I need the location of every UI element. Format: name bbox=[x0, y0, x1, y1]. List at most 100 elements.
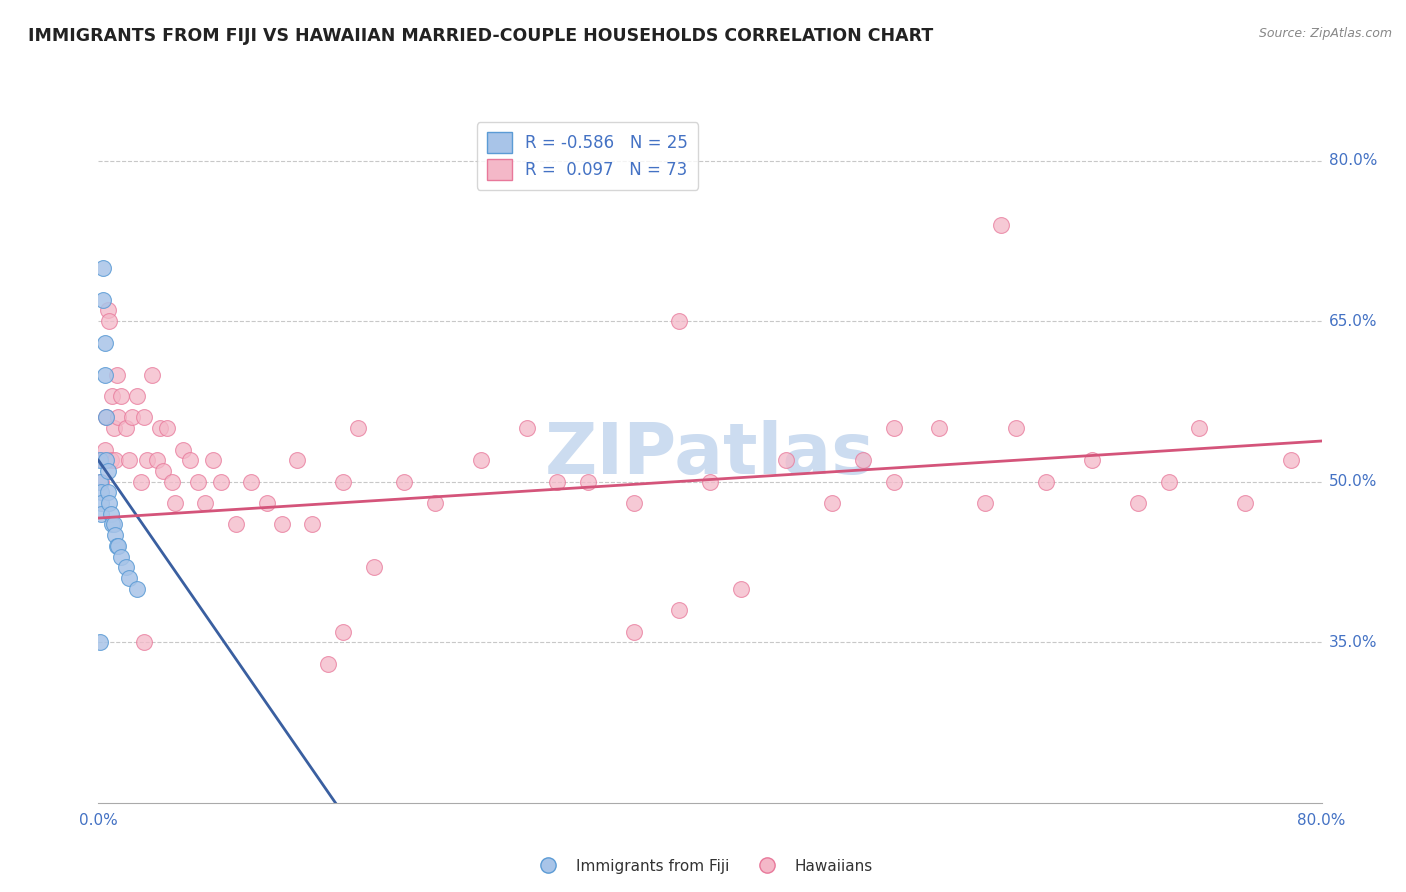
Point bbox=[136, 453, 159, 467]
Point bbox=[730, 582, 752, 596]
Point bbox=[172, 442, 194, 457]
Point bbox=[97, 464, 120, 478]
Point bbox=[98, 314, 121, 328]
Point bbox=[990, 218, 1012, 232]
Point bbox=[156, 421, 179, 435]
Point bbox=[1234, 496, 1257, 510]
Text: ZIPatlas: ZIPatlas bbox=[546, 420, 875, 490]
Point bbox=[91, 453, 114, 467]
Point bbox=[89, 475, 111, 489]
Point bbox=[89, 453, 111, 467]
Point bbox=[775, 453, 797, 467]
Point bbox=[423, 496, 446, 510]
Point bbox=[134, 635, 156, 649]
Point bbox=[392, 475, 416, 489]
Point bbox=[363, 560, 385, 574]
Point bbox=[100, 453, 122, 467]
Point bbox=[240, 475, 263, 489]
Point bbox=[1081, 453, 1104, 467]
Point bbox=[316, 657, 339, 671]
Point bbox=[152, 464, 174, 478]
Point bbox=[110, 549, 132, 564]
Text: 80.0%: 80.0% bbox=[1329, 153, 1376, 168]
Point bbox=[928, 421, 950, 435]
Point bbox=[125, 582, 148, 596]
Point bbox=[852, 453, 875, 467]
Point bbox=[101, 389, 124, 403]
Legend: Immigrants from Fiji, Hawaiians: Immigrants from Fiji, Hawaiians bbox=[527, 853, 879, 880]
Point bbox=[1188, 421, 1211, 435]
Point bbox=[125, 389, 148, 403]
Point bbox=[103, 517, 125, 532]
Point bbox=[974, 496, 997, 510]
Point bbox=[179, 453, 201, 467]
Text: 65.0%: 65.0% bbox=[1329, 314, 1376, 328]
Point bbox=[103, 421, 125, 435]
Point bbox=[118, 571, 141, 585]
Point bbox=[104, 453, 127, 467]
Point bbox=[1157, 475, 1180, 489]
Point bbox=[668, 314, 690, 328]
Point bbox=[101, 517, 124, 532]
Point bbox=[105, 368, 128, 382]
Point bbox=[623, 624, 645, 639]
Text: IMMIGRANTS FROM FIJI VS HAWAIIAN MARRIED-COUPLE HOUSEHOLDS CORRELATION CHART: IMMIGRANTS FROM FIJI VS HAWAIIAN MARRIED… bbox=[28, 27, 934, 45]
Point bbox=[699, 475, 721, 489]
Point bbox=[134, 410, 156, 425]
Point bbox=[194, 496, 217, 510]
Point bbox=[347, 421, 370, 435]
Point bbox=[90, 507, 112, 521]
Point bbox=[141, 368, 163, 382]
Point bbox=[121, 410, 143, 425]
Point bbox=[105, 539, 128, 553]
Point bbox=[90, 475, 112, 489]
Point bbox=[118, 453, 141, 467]
Point bbox=[145, 453, 167, 467]
Text: 35.0%: 35.0% bbox=[1329, 635, 1376, 649]
Point bbox=[91, 293, 114, 307]
Point bbox=[256, 496, 278, 510]
Point bbox=[107, 539, 129, 553]
Point bbox=[225, 517, 247, 532]
Point bbox=[98, 496, 121, 510]
Point bbox=[270, 517, 292, 532]
Point bbox=[160, 475, 183, 489]
Point bbox=[97, 485, 120, 500]
Point bbox=[90, 496, 112, 510]
Point bbox=[546, 475, 568, 489]
Point bbox=[332, 624, 354, 639]
Point bbox=[883, 475, 905, 489]
Point bbox=[470, 453, 492, 467]
Point bbox=[91, 260, 114, 275]
Point bbox=[332, 475, 354, 489]
Point bbox=[100, 507, 122, 521]
Point bbox=[90, 485, 112, 500]
Point bbox=[107, 410, 129, 425]
Point bbox=[89, 635, 111, 649]
Point bbox=[623, 496, 645, 510]
Point bbox=[93, 368, 115, 382]
Point bbox=[576, 475, 599, 489]
Text: 50.0%: 50.0% bbox=[1329, 475, 1376, 489]
Point bbox=[149, 421, 172, 435]
Point bbox=[883, 421, 905, 435]
Point bbox=[516, 421, 538, 435]
Point bbox=[97, 303, 120, 318]
Point bbox=[129, 475, 152, 489]
Point bbox=[301, 517, 323, 532]
Point bbox=[115, 421, 138, 435]
Point bbox=[110, 389, 132, 403]
Point bbox=[104, 528, 127, 542]
Point bbox=[115, 560, 138, 574]
Point bbox=[285, 453, 308, 467]
Point bbox=[94, 410, 117, 425]
Point bbox=[821, 496, 844, 510]
Text: Source: ZipAtlas.com: Source: ZipAtlas.com bbox=[1258, 27, 1392, 40]
Point bbox=[202, 453, 225, 467]
Point bbox=[1279, 453, 1302, 467]
Point bbox=[187, 475, 209, 489]
Legend: R = -0.586   N = 25, R =  0.097   N = 73: R = -0.586 N = 25, R = 0.097 N = 73 bbox=[477, 122, 699, 190]
Point bbox=[93, 335, 115, 350]
Point bbox=[94, 453, 117, 467]
Point bbox=[163, 496, 186, 510]
